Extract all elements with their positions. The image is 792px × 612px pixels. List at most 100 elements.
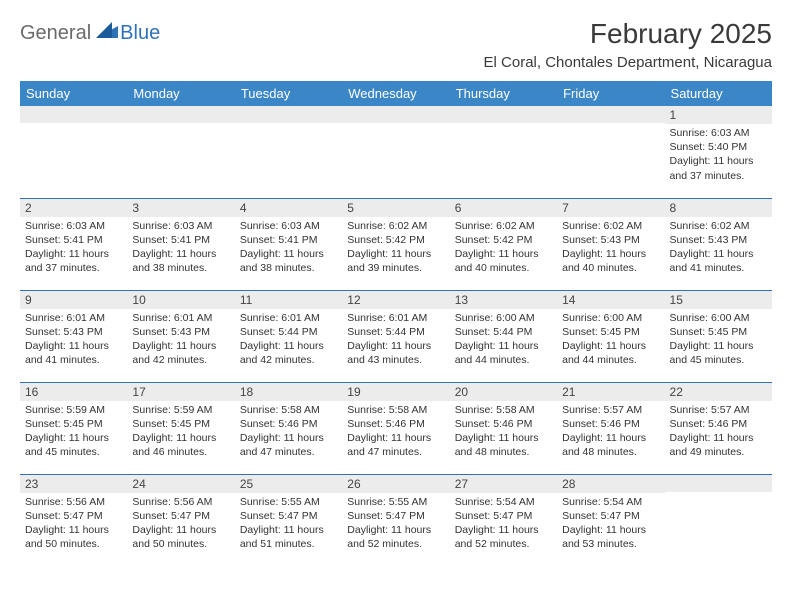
daylight-text: Daylight: 11 hours and 52 minutes. (347, 523, 444, 551)
sunset-text: Sunset: 5:46 PM (670, 417, 767, 431)
day-detail: Sunrise: 6:03 AMSunset: 5:41 PMDaylight:… (127, 217, 234, 280)
day-number: 15 (665, 291, 772, 309)
day-number: 28 (557, 475, 664, 493)
sunrise-text: Sunrise: 5:55 AM (347, 495, 444, 509)
calendar-day-cell (342, 106, 449, 198)
brand-logo: General Blue (20, 22, 160, 45)
day-detail: Sunrise: 5:57 AMSunset: 5:46 PMDaylight:… (665, 401, 772, 464)
weekday-header: Saturday (665, 81, 772, 106)
sunrise-text: Sunrise: 6:00 AM (455, 311, 552, 325)
sunset-text: Sunset: 5:44 PM (455, 325, 552, 339)
sunrise-text: Sunrise: 5:58 AM (455, 403, 552, 417)
sunset-text: Sunset: 5:45 PM (562, 325, 659, 339)
calendar-day-cell: 5Sunrise: 6:02 AMSunset: 5:42 PMDaylight… (342, 198, 449, 290)
calendar-day-cell (557, 106, 664, 198)
calendar-day-cell: 20Sunrise: 5:58 AMSunset: 5:46 PMDayligh… (450, 382, 557, 474)
calendar-day-cell: 6Sunrise: 6:02 AMSunset: 5:42 PMDaylight… (450, 198, 557, 290)
daylight-text: Daylight: 11 hours and 42 minutes. (132, 339, 229, 367)
calendar-day-cell: 10Sunrise: 6:01 AMSunset: 5:43 PMDayligh… (127, 290, 234, 382)
daylight-text: Daylight: 11 hours and 44 minutes. (562, 339, 659, 367)
day-detail: Sunrise: 6:03 AMSunset: 5:41 PMDaylight:… (235, 217, 342, 280)
sunset-text: Sunset: 5:47 PM (132, 509, 229, 523)
calendar-day-cell (665, 474, 772, 566)
daylight-text: Daylight: 11 hours and 37 minutes. (670, 154, 767, 182)
daylight-text: Daylight: 11 hours and 45 minutes. (25, 431, 122, 459)
day-detail: Sunrise: 6:01 AMSunset: 5:43 PMDaylight:… (20, 309, 127, 372)
day-number (665, 475, 772, 492)
sunset-text: Sunset: 5:46 PM (562, 417, 659, 431)
calendar-day-cell: 25Sunrise: 5:55 AMSunset: 5:47 PMDayligh… (235, 474, 342, 566)
daylight-text: Daylight: 11 hours and 49 minutes. (670, 431, 767, 459)
sunset-text: Sunset: 5:47 PM (240, 509, 337, 523)
calendar-day-cell: 22Sunrise: 5:57 AMSunset: 5:46 PMDayligh… (665, 382, 772, 474)
sunset-text: Sunset: 5:41 PM (240, 233, 337, 247)
day-detail: Sunrise: 5:58 AMSunset: 5:46 PMDaylight:… (450, 401, 557, 464)
weekday-header: Thursday (450, 81, 557, 106)
sunset-text: Sunset: 5:46 PM (347, 417, 444, 431)
daylight-text: Daylight: 11 hours and 40 minutes. (455, 247, 552, 275)
sunrise-text: Sunrise: 6:03 AM (132, 219, 229, 233)
calendar-day-cell: 19Sunrise: 5:58 AMSunset: 5:46 PMDayligh… (342, 382, 449, 474)
day-detail: Sunrise: 5:55 AMSunset: 5:47 PMDaylight:… (235, 493, 342, 556)
calendar-day-cell: 16Sunrise: 5:59 AMSunset: 5:45 PMDayligh… (20, 382, 127, 474)
calendar-day-cell: 21Sunrise: 5:57 AMSunset: 5:46 PMDayligh… (557, 382, 664, 474)
sunrise-text: Sunrise: 5:56 AM (25, 495, 122, 509)
weekday-header: Tuesday (235, 81, 342, 106)
calendar-day-cell: 27Sunrise: 5:54 AMSunset: 5:47 PMDayligh… (450, 474, 557, 566)
weekday-header: Monday (127, 81, 234, 106)
day-number (557, 106, 664, 123)
daylight-text: Daylight: 11 hours and 41 minutes. (670, 247, 767, 275)
day-detail: Sunrise: 6:02 AMSunset: 5:43 PMDaylight:… (557, 217, 664, 280)
day-detail: Sunrise: 6:03 AMSunset: 5:40 PMDaylight:… (665, 124, 772, 187)
day-number: 11 (235, 291, 342, 309)
day-number: 10 (127, 291, 234, 309)
sunrise-text: Sunrise: 6:03 AM (670, 126, 767, 140)
calendar-day-cell (235, 106, 342, 198)
calendar-day-cell: 1Sunrise: 6:03 AMSunset: 5:40 PMDaylight… (665, 106, 772, 198)
sunrise-text: Sunrise: 6:01 AM (240, 311, 337, 325)
weekday-header-row: Sunday Monday Tuesday Wednesday Thursday… (20, 81, 772, 106)
calendar-day-cell: 4Sunrise: 6:03 AMSunset: 5:41 PMDaylight… (235, 198, 342, 290)
sunset-text: Sunset: 5:45 PM (25, 417, 122, 431)
day-number: 16 (20, 383, 127, 401)
brand-part1: General (20, 22, 91, 45)
daylight-text: Daylight: 11 hours and 38 minutes. (240, 247, 337, 275)
daylight-text: Daylight: 11 hours and 47 minutes. (347, 431, 444, 459)
day-detail: Sunrise: 6:00 AMSunset: 5:45 PMDaylight:… (557, 309, 664, 372)
day-detail: Sunrise: 6:01 AMSunset: 5:44 PMDaylight:… (235, 309, 342, 372)
daylight-text: Daylight: 11 hours and 46 minutes. (132, 431, 229, 459)
sunset-text: Sunset: 5:47 PM (25, 509, 122, 523)
sunrise-text: Sunrise: 6:02 AM (455, 219, 552, 233)
daylight-text: Daylight: 11 hours and 39 minutes. (347, 247, 444, 275)
sunset-text: Sunset: 5:45 PM (132, 417, 229, 431)
day-number: 19 (342, 383, 449, 401)
day-detail: Sunrise: 6:02 AMSunset: 5:42 PMDaylight:… (450, 217, 557, 280)
day-number: 13 (450, 291, 557, 309)
day-number: 9 (20, 291, 127, 309)
calendar-day-cell: 14Sunrise: 6:00 AMSunset: 5:45 PMDayligh… (557, 290, 664, 382)
day-number: 7 (557, 199, 664, 217)
calendar-day-cell: 26Sunrise: 5:55 AMSunset: 5:47 PMDayligh… (342, 474, 449, 566)
sunset-text: Sunset: 5:44 PM (240, 325, 337, 339)
calendar-week-row: 16Sunrise: 5:59 AMSunset: 5:45 PMDayligh… (20, 382, 772, 474)
sunrise-text: Sunrise: 5:58 AM (240, 403, 337, 417)
day-detail: Sunrise: 5:56 AMSunset: 5:47 PMDaylight:… (127, 493, 234, 556)
calendar-day-cell: 12Sunrise: 6:01 AMSunset: 5:44 PMDayligh… (342, 290, 449, 382)
day-number: 17 (127, 383, 234, 401)
sunset-text: Sunset: 5:42 PM (455, 233, 552, 247)
day-number: 6 (450, 199, 557, 217)
sunrise-text: Sunrise: 5:54 AM (562, 495, 659, 509)
daylight-text: Daylight: 11 hours and 41 minutes. (25, 339, 122, 367)
sunset-text: Sunset: 5:46 PM (455, 417, 552, 431)
calendar-day-cell: 24Sunrise: 5:56 AMSunset: 5:47 PMDayligh… (127, 474, 234, 566)
sunrise-text: Sunrise: 6:03 AM (25, 219, 122, 233)
daylight-text: Daylight: 11 hours and 37 minutes. (25, 247, 122, 275)
day-detail: Sunrise: 5:59 AMSunset: 5:45 PMDaylight:… (20, 401, 127, 464)
weekday-header: Friday (557, 81, 664, 106)
sunrise-text: Sunrise: 5:56 AM (132, 495, 229, 509)
day-detail: Sunrise: 5:54 AMSunset: 5:47 PMDaylight:… (557, 493, 664, 556)
day-number (235, 106, 342, 123)
sunrise-text: Sunrise: 6:00 AM (562, 311, 659, 325)
weekday-header: Wednesday (342, 81, 449, 106)
daylight-text: Daylight: 11 hours and 43 minutes. (347, 339, 444, 367)
